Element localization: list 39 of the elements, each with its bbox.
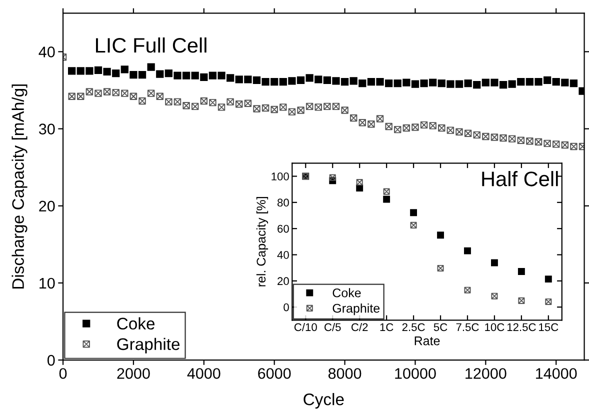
y-tick-label: 40: [277, 251, 289, 259]
x-tick-label: 2.5C: [402, 323, 425, 332]
x-tick-label: 0: [59, 368, 67, 379]
x-tick-label: 10C: [485, 323, 504, 332]
x-tick-label: 2000: [117, 368, 150, 379]
y-tick-label: 0: [47, 354, 55, 366]
x-tick-label: 12.5C: [507, 323, 536, 332]
x-tick-label: 10000: [395, 368, 436, 379]
x-tick-label: 7.5C: [456, 323, 479, 332]
annotation: Half Cell: [482, 171, 558, 186]
y-tick-label: 20: [278, 277, 289, 286]
x-tick-label: C/5: [324, 322, 341, 332]
y-tick-label: 80: [277, 198, 289, 207]
x-axis-title: Rate: [414, 336, 440, 346]
x-tick-label: 14000: [536, 368, 577, 379]
annotation: LIC Full Cell: [96, 37, 206, 53]
y-tick-label: 20: [39, 200, 55, 212]
x-tick-label: 8000: [328, 368, 362, 379]
x-tick-label: 15C: [539, 323, 558, 332]
y-tick-label: 60: [278, 224, 289, 233]
y-tick-label: 0: [284, 303, 289, 312]
x-axis-title: Cycle: [304, 393, 344, 409]
y-tick-label: 10: [40, 278, 55, 289]
x-tick-label: 1C: [380, 323, 394, 332]
legend-label: Coke: [117, 317, 155, 330]
x-tick-label: 5C: [434, 323, 448, 332]
x-tick-label: C/2: [352, 322, 368, 332]
y-axis-title: Discharge Capacity [mAh/g]: [12, 84, 28, 289]
x-tick-label: C/10: [294, 322, 317, 332]
legend-label: Graphite: [332, 304, 380, 316]
y-axis-title: rel. Capacity [%]: [256, 197, 268, 286]
x-tick-label: 6000: [258, 368, 291, 379]
y-tick-label: 30: [38, 124, 55, 134]
y-tick-label: 100: [272, 172, 289, 180]
legend-label: Graphite: [117, 338, 180, 354]
y-tick-label: 40: [38, 46, 55, 58]
legend-label: Coke: [332, 288, 361, 298]
x-tick-label: 12000: [466, 368, 506, 379]
x-tick-label: 4000: [187, 368, 220, 379]
